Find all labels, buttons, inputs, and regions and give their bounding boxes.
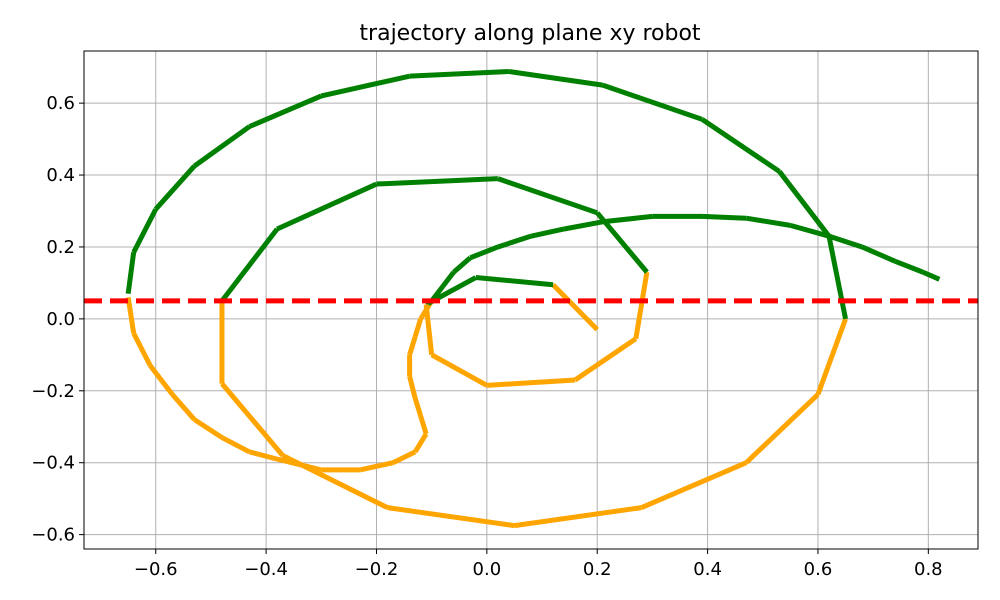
trajectory-2-segment	[281, 453, 389, 510]
trajectory-1-segment	[248, 449, 278, 462]
trajectory-2-segment	[508, 69, 604, 88]
x-tick-label: 0.4	[693, 559, 722, 580]
chart-title: trajectory along plane xy robot	[359, 21, 701, 46]
trajectory-2-segment	[423, 304, 435, 356]
trajectory-1-segment	[407, 336, 418, 356]
trajectory-1-segment	[131, 332, 153, 367]
axes-frame	[83, 50, 979, 550]
y-tick-label: 0.2	[46, 237, 75, 258]
trajectory-2-segment	[125, 252, 137, 295]
trajectory-1-segment	[412, 397, 424, 417]
trajectory-1-segment	[701, 213, 747, 221]
y-tick-label: −0.6	[31, 525, 75, 546]
trajectory-2-segment	[409, 68, 510, 79]
trajectory-1-segment	[220, 435, 251, 455]
trajectory-2-segment	[633, 271, 650, 340]
trajectory-1-segment	[412, 318, 424, 338]
trajectory-1-segment	[148, 364, 175, 396]
x-tick-label: 0.2	[583, 559, 612, 580]
trajectory-2-segment	[514, 505, 642, 529]
trajectory-2-segment	[475, 275, 554, 288]
trajectory-1-segment	[530, 226, 565, 239]
trajectory-2-segment	[497, 176, 599, 216]
y-tick-label: 0.4	[46, 165, 75, 186]
trajectory-2-segment	[486, 377, 576, 388]
trajectory-2-segment	[387, 505, 515, 529]
trajectory-2-segment	[248, 93, 323, 129]
trajectory-1-segment	[469, 244, 499, 261]
trajectory-1-segment	[359, 460, 394, 473]
trajectory-1-segment	[563, 219, 604, 232]
trajectory-2-segment	[220, 381, 285, 458]
trajectory-1-segment	[407, 375, 418, 399]
x-tick-label: 0.6	[804, 559, 833, 580]
trajectory-2-segment	[320, 73, 411, 99]
ticks: −0.6 −0.4 −0.2 0.0 0.2 0.4 0.6 0.8 −0.6 −0.4 −0.2 0…	[31, 93, 942, 580]
trajectory-2-segment	[551, 282, 600, 332]
trajectory-1-segment	[894, 259, 924, 275]
trajectory-1-segment	[193, 417, 224, 440]
trajectory-2-segment	[573, 336, 638, 383]
trajectory-2-segment	[131, 208, 158, 254]
trajectory-2-segment	[815, 318, 848, 396]
trajectory-2-segment	[192, 124, 252, 169]
trajectory-1-segment	[861, 244, 897, 264]
trajectory-1-segment	[828, 233, 863, 250]
trajectory-2-segment	[153, 164, 197, 211]
trajectory-2-segment	[601, 82, 703, 122]
trajectory-1-segment	[125, 296, 137, 334]
trajectory-2-segment	[430, 352, 489, 388]
plot-area	[125, 68, 941, 529]
trajectory-1-segment	[745, 215, 791, 228]
trajectory-2-segment	[744, 392, 820, 465]
x-tick-label: 0.0	[473, 559, 502, 580]
trajectory-1-segment	[412, 432, 429, 454]
y-tick-label: 0.6	[46, 93, 75, 114]
x-tick-label: −0.2	[355, 559, 399, 580]
x-tick-label: −0.4	[244, 559, 288, 580]
trajectory-1-segment	[418, 415, 429, 435]
trajectory-2-segment	[777, 169, 831, 238]
trajectory-2-segment	[826, 235, 849, 320]
trajectory-1-segment	[452, 255, 472, 275]
y-tick-label: −0.4	[31, 453, 75, 474]
trajectory-2-segment	[595, 211, 649, 274]
trajectory-2-segment	[219, 227, 280, 303]
trajectory-1-segment	[170, 392, 197, 422]
trajectory-1-segment	[440, 270, 456, 289]
trajectory-1-segment	[921, 269, 941, 282]
trajectory-2-segment	[640, 460, 748, 510]
trajectory-2-segment	[276, 181, 378, 232]
x-tick-label: 0.8	[914, 559, 943, 580]
y-tick-label: −0.2	[31, 381, 75, 402]
trajectory-1-segment	[391, 449, 417, 465]
trajectory-1-segment	[602, 213, 653, 225]
y-tick-label: 0.0	[46, 309, 75, 330]
trajectory-1-segment	[789, 222, 830, 239]
trajectory-2-segment	[700, 117, 781, 174]
x-tick-label: −0.6	[134, 559, 178, 580]
trajectory-1-segment	[497, 233, 532, 250]
trajectory-2-segment	[376, 176, 498, 187]
